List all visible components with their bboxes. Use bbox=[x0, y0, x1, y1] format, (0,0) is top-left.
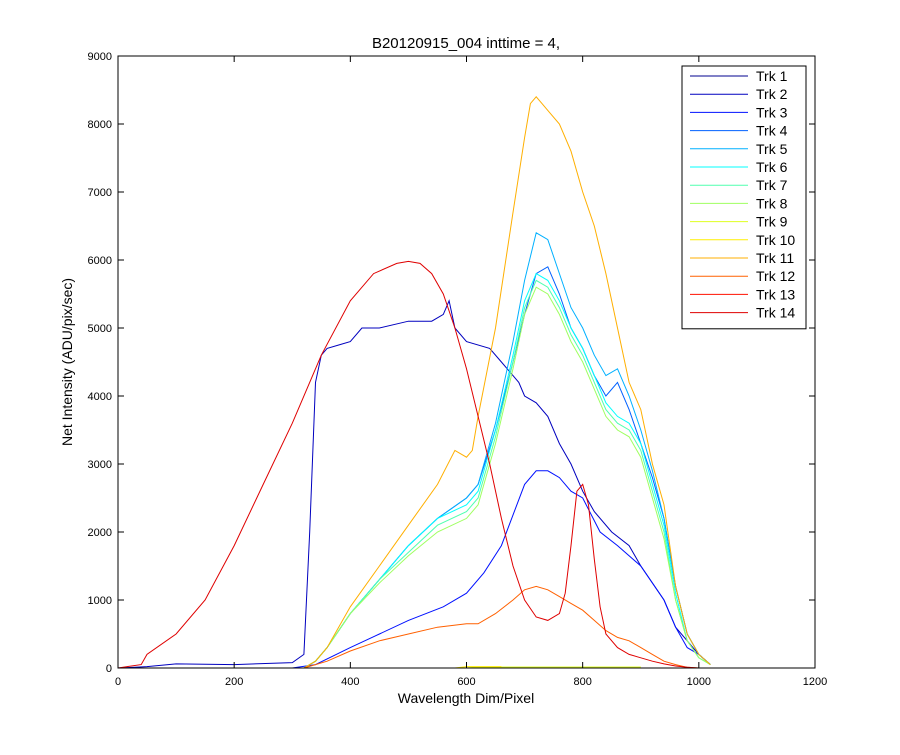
y-tick-label: 5000 bbox=[88, 323, 112, 335]
x-tick-label: 200 bbox=[225, 676, 243, 688]
x-axis-label: Wavelength Dim/Pixel bbox=[398, 690, 534, 706]
legend-label: Trk 10 bbox=[756, 232, 795, 248]
series-line-8 bbox=[118, 286, 711, 669]
series-line-11 bbox=[118, 96, 711, 669]
legend-box bbox=[681, 65, 807, 330]
legend: Trk 1 Trk 2 Trk 3 Trk 4 Trk 5 Trk 6 Trk 7 Trk 8… bbox=[681, 65, 807, 330]
series-layer bbox=[117, 96, 711, 669]
x-tick-label: 1200 bbox=[803, 676, 827, 688]
y-tick-label: 6000 bbox=[88, 255, 112, 267]
x-tick-label: 1000 bbox=[687, 676, 711, 688]
legend-label: Trk 13 bbox=[756, 286, 795, 302]
x-tick-label: 600 bbox=[457, 676, 475, 688]
legend-label: Trk 8 bbox=[756, 195, 788, 211]
series-line-7 bbox=[118, 279, 711, 669]
legend-label: Trk 2 bbox=[756, 86, 788, 102]
y-tick-label: 7000 bbox=[88, 187, 112, 199]
legend-label: Trk 5 bbox=[756, 141, 788, 157]
legend-label: Trk 3 bbox=[756, 104, 788, 120]
series-line-14 bbox=[117, 260, 699, 669]
legend-label: Trk 14 bbox=[756, 305, 795, 321]
y-tick-label: 3000 bbox=[88, 459, 112, 471]
x-tick-label: 800 bbox=[573, 676, 591, 688]
legend-label: Trk 4 bbox=[756, 123, 788, 139]
x-tick-label: 400 bbox=[341, 676, 359, 688]
series-line-12 bbox=[118, 585, 711, 669]
legend-label: Trk 11 bbox=[756, 250, 794, 266]
legend-label: Trk 7 bbox=[756, 177, 788, 193]
y-tick-label: 8000 bbox=[88, 119, 112, 131]
y-tick-label: 4000 bbox=[88, 391, 112, 403]
series-line-2 bbox=[117, 299, 711, 669]
legend-label: Trk 12 bbox=[756, 268, 795, 284]
legend-label: Trk 9 bbox=[756, 214, 788, 230]
y-tick-label: 9000 bbox=[88, 51, 112, 63]
legend-label: Trk 6 bbox=[756, 159, 788, 175]
y-axis-label: Net Intensity (ADU/pix/sec) bbox=[59, 278, 75, 446]
x-tick-label: 0 bbox=[115, 676, 121, 688]
series-line-3 bbox=[118, 470, 711, 669]
ticks-layer: 0 200 400 600 800 1000 1200 0 1000 2000 3000 4000 50… bbox=[88, 51, 828, 688]
y-tick-label: 0 bbox=[106, 663, 112, 675]
y-tick-label: 1000 bbox=[88, 595, 112, 607]
legend-label: Trk 1 bbox=[756, 68, 788, 84]
chart-title: B20120915_004 inttime = 4, bbox=[372, 35, 560, 52]
y-tick-label: 2000 bbox=[88, 527, 112, 539]
